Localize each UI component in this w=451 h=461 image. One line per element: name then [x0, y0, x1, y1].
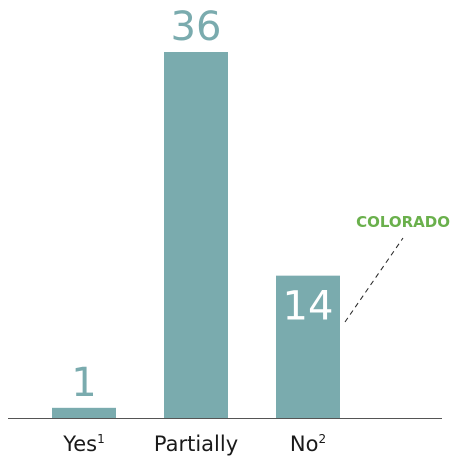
bar-partially	[164, 52, 228, 418]
annotation-leader-line	[344, 237, 404, 323]
annotation-label: COLORADO	[356, 213, 450, 231]
bars-group	[52, 52, 340, 418]
value-label-yes: 1	[71, 360, 96, 406]
category-labels-group: Yes1 Partially No2	[62, 432, 326, 456]
category-label-no: No2	[290, 432, 326, 456]
value-labels-group: 1 36 14	[71, 4, 333, 406]
bar-no	[276, 275, 340, 418]
bar-yes	[52, 407, 116, 418]
category-label-partially: Partially	[154, 432, 238, 456]
category-label-yes: Yes1	[62, 432, 105, 456]
value-label-no: 14	[283, 284, 334, 330]
value-label-partially: 36	[171, 4, 222, 50]
